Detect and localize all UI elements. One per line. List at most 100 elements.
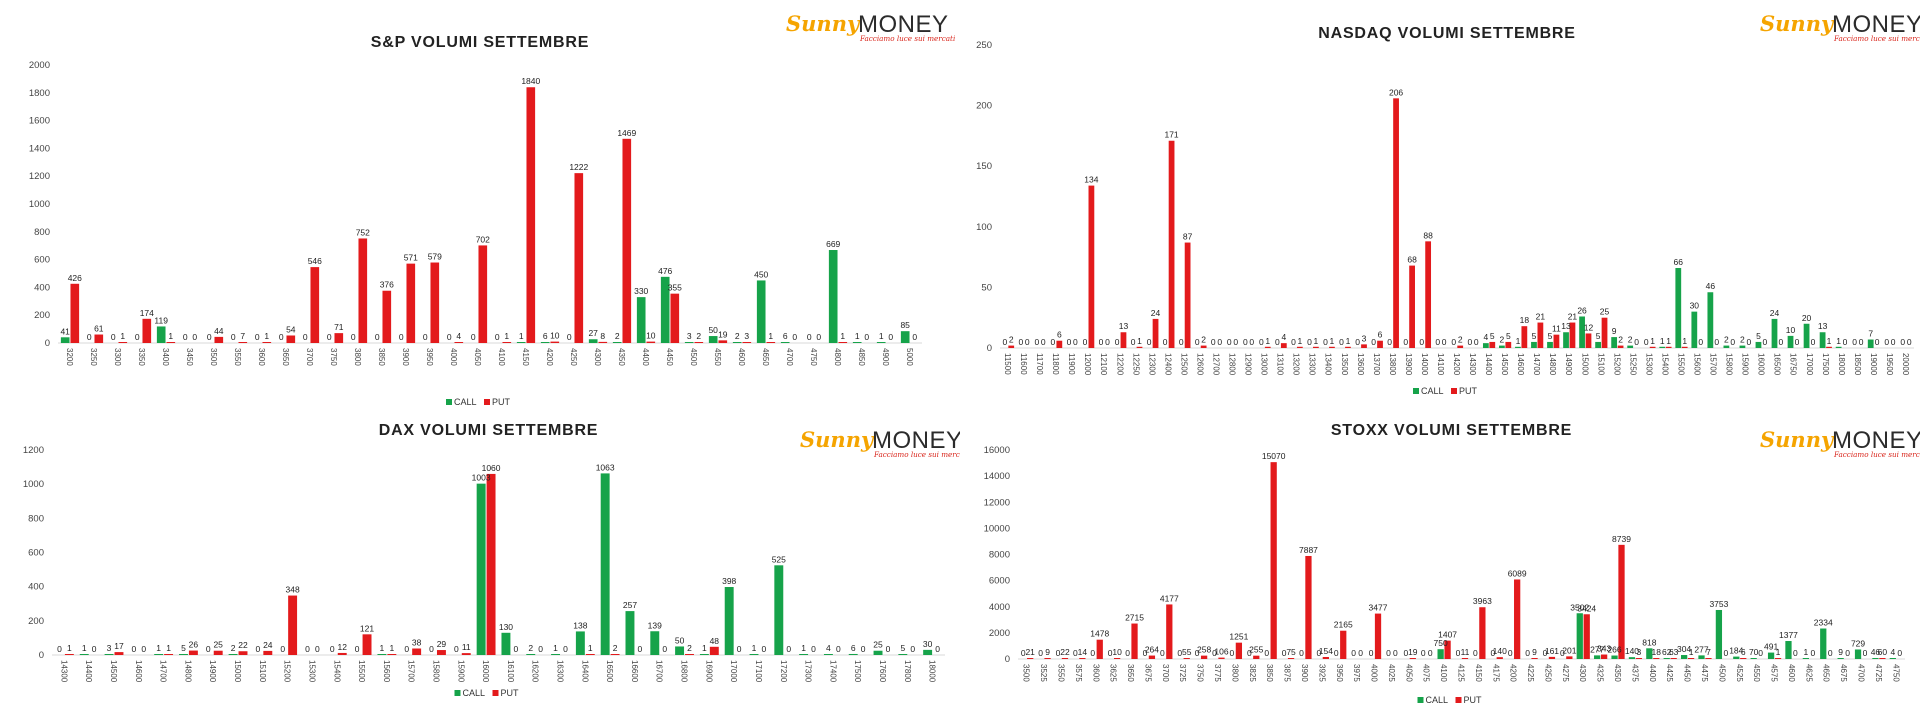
bar-put-14400: [1489, 341, 1496, 348]
bar-put-3800: [1235, 642, 1243, 659]
x-tick-label: 4850: [857, 348, 866, 366]
data-label-put: 0: [1828, 648, 1833, 658]
legend-put-label: PUT: [501, 688, 520, 698]
bar-put-14600: [1521, 326, 1528, 348]
bar-call-4325: [1594, 655, 1601, 659]
data-label-call: 0: [1227, 337, 1232, 347]
x-tick-label: 3950: [425, 348, 434, 366]
x-tick-label: 4200: [545, 348, 554, 366]
logo-money-text: MONEY: [1832, 11, 1920, 38]
data-label-put: 25: [1600, 307, 1610, 317]
x-tick-label: 15000: [1580, 353, 1589, 376]
x-tick-label: 4400: [1648, 664, 1657, 682]
data-label-call: 0: [404, 644, 409, 654]
bar-call-14600: [1515, 346, 1521, 348]
data-label-call: 6: [783, 331, 788, 341]
data-label-put: 0: [1025, 337, 1030, 347]
x-tick-label: 16200: [531, 660, 540, 683]
data-label-call: 0: [1035, 337, 1040, 347]
bar-call-15200: [1611, 337, 1618, 348]
logo-sunny-text: Sunny: [786, 11, 861, 36]
data-label-call: 1: [702, 643, 707, 653]
data-label-put: 0: [1863, 648, 1868, 658]
data-label-put: 0: [1795, 337, 1800, 347]
x-tick-label: 15700: [407, 660, 416, 683]
x-tick-label: 3500: [209, 348, 218, 366]
x-tick-label: 14100: [1436, 353, 1445, 376]
data-label-call: 0: [1403, 648, 1408, 658]
bar-call-16200: [526, 654, 536, 655]
data-label-put: 0: [1843, 337, 1848, 347]
x-tick-label: 14700: [1532, 353, 1541, 376]
x-tick-label: 3450: [185, 348, 194, 366]
x-tick-label: 15200: [283, 660, 292, 683]
x-tick-label: 14500: [1500, 353, 1509, 376]
y-tick-label: 4000: [989, 602, 1010, 613]
x-tick-label: 4425: [1665, 664, 1674, 682]
data-label-put: 1: [1297, 336, 1302, 346]
x-tick-label: 15300: [307, 660, 316, 683]
data-label-call: 0: [1018, 337, 1023, 347]
data-label-call: 0: [1291, 337, 1296, 347]
bar-call-4400: [636, 297, 646, 343]
x-tick-label: 13400: [1324, 353, 1333, 376]
data-label-call: 5: [181, 643, 186, 653]
data-label-call: 304: [1677, 644, 1691, 654]
x-tick-label: 3750: [329, 348, 338, 366]
bar-put-3525: [1044, 658, 1051, 659]
x-tick-label: 12700: [1211, 353, 1220, 376]
data-label-put: 258: [1197, 645, 1211, 655]
data-label-call: 1: [752, 643, 757, 653]
data-label-call: 2: [528, 643, 533, 653]
y-tick-label: 200: [976, 101, 992, 112]
x-tick-label: 12100: [1099, 353, 1108, 376]
x-tick-label: 19000: [1869, 353, 1878, 376]
bar-put-16400: [585, 654, 595, 655]
sp-chart-title: S&P VOLUMI SETTEMBRE: [371, 34, 589, 51]
legend-put-swatch: [1455, 697, 1462, 703]
legend-put-label: PUT: [1459, 386, 1478, 396]
data-label-call: 0: [355, 644, 360, 654]
x-tick-label: 17100: [754, 660, 763, 683]
data-label-call: 2: [735, 331, 740, 341]
data-label-put: 255: [1249, 645, 1263, 655]
x-tick-label: 17000: [729, 660, 738, 683]
x-tick-label: 3700: [1161, 664, 1170, 682]
logo-money-text: MONEY: [872, 427, 960, 454]
data-label-call: 0: [1083, 337, 1088, 347]
y-tick-label: 0: [45, 338, 50, 349]
y-tick-label: 400: [28, 582, 44, 593]
bar-put-3925: [1322, 656, 1329, 659]
x-tick-label: 3650: [281, 348, 290, 366]
data-label-put: 348: [286, 585, 300, 595]
data-label-put: 18: [1520, 315, 1530, 325]
x-tick-label: 4625: [1804, 664, 1813, 682]
x-tick-label: 4800: [833, 348, 842, 366]
data-label-call: 525: [772, 554, 786, 564]
x-tick-label: 3850: [1265, 664, 1274, 682]
data-label-call: 0: [1560, 648, 1565, 658]
bar-put-4000: [1374, 613, 1382, 659]
bar-put-4300: [1583, 614, 1590, 659]
data-label-call: 0: [1525, 648, 1530, 658]
data-label-put: 0: [935, 644, 940, 654]
x-tick-label: 11700: [1035, 353, 1044, 375]
bar-put-4575: [1774, 658, 1782, 659]
data-label-call: 0: [1351, 648, 1356, 658]
bar-put-14900: [1569, 322, 1576, 348]
bar-put-12250: [1136, 346, 1143, 348]
bar-call-17000: [724, 587, 734, 655]
data-label-put: 2: [613, 643, 618, 653]
bar-call-14500: [1499, 345, 1505, 348]
y-tick-label: 600: [28, 548, 44, 559]
data-label-put: 1: [166, 643, 171, 653]
data-label-put: 5: [1506, 331, 1511, 341]
data-label-call: 5: [1596, 331, 1601, 341]
data-label-call: 24: [1770, 308, 1780, 318]
data-label-put: 0: [861, 644, 866, 654]
bar-put-13200: [1296, 346, 1303, 348]
x-tick-label: 4300: [593, 348, 602, 366]
data-label-call: 0: [1387, 337, 1392, 347]
data-label-call: 0: [351, 332, 356, 342]
bar-call-15000: [228, 654, 238, 655]
